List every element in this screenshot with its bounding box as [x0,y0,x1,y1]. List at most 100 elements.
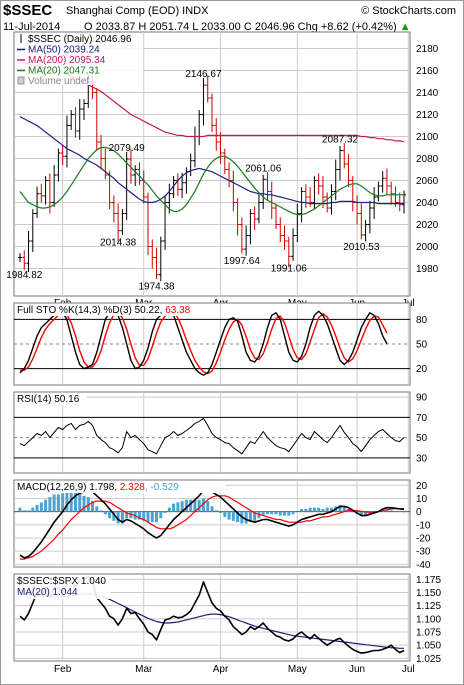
macd-histogram-bar [244,511,248,524]
macd-histogram-bar [31,507,35,512]
ratio-ytick-label: 1.025 [416,654,441,665]
macd-histogram-bar [48,497,52,512]
macd-histogram-bar [159,511,163,519]
stoch-legend-label: Full STO %K(14,3) %D(3) 50.22, 63.38 [17,305,191,316]
stoch-legend-d-value: 63.38 [165,305,190,316]
symbol-title: $SSEC [3,2,53,19]
price-ytick-label: 2020 [416,220,439,231]
macd-histogram-bar [265,511,269,515]
copyright-text: © StockCharts.com [361,5,456,17]
macd-histogram-bar [364,511,368,516]
ratio-legend-box [15,575,111,599]
macd-histogram-bar [197,499,201,512]
stoch-k-line [19,310,388,376]
price-ytick-label: 1980 [416,264,439,275]
price-ytick-label: 2060 [416,176,439,187]
macd-histogram-bar [278,511,282,516]
price-legend-label: Volume undef [28,76,89,87]
macd-legend-part: , -0.529 [145,482,179,493]
macd-histogram-bar [120,511,124,524]
macd-histogram-bar [338,505,342,512]
macd-histogram-bar [342,506,346,512]
price-annotation-label: 2146.67 [185,69,222,80]
macd-histogram-bar [317,507,321,512]
ratio-ytick-label: 1.150 [416,588,441,599]
macd-histogram-bar [223,511,227,517]
macd-histogram-bar [231,511,235,521]
up-arrow-icon: ▲ [399,21,411,33]
macd-histogram-bar [116,511,120,524]
macd-histogram-bar [385,509,389,512]
macd-histogram-bar [125,511,129,519]
macd-histogram-bar [402,511,406,513]
price-ytick-label: 2040 [416,198,439,209]
macd-histogram-bar [103,511,107,515]
stoch-ytick-label: 20 [416,364,428,375]
price-ytick-label: 2000 [416,242,439,253]
price-annotation-label: 1991.06 [271,263,308,274]
ratio-ytick-label: 1.050 [416,641,441,652]
macd-histogram-bar [82,495,86,512]
macd-histogram-bar [283,511,287,516]
macd-histogram-bar [201,498,205,512]
ohlc-values: O 2033.87 H 2051.74 L 2033.00 C 2046.96 … [84,21,397,33]
macd-histogram-bar [189,499,193,512]
rsi-legend-box [15,393,87,405]
macd-histogram-bar [91,501,95,512]
macd-ytick-label: -20 [416,534,431,545]
macd-histogram-bar [304,509,308,512]
macd-histogram-bar [163,511,167,513]
macd-histogram-bar [261,511,265,516]
macd-ytick-label: -30 [416,547,431,558]
price-ytick-label: 2080 [416,154,439,165]
macd-histogram-bar [27,510,31,512]
macd-histogram-bar [321,509,325,512]
macd-histogram-bar [56,494,60,512]
macd-histogram-bar [167,507,171,512]
macd-histogram-bar [69,491,73,512]
rsi-ytick-label: 30 [416,453,428,464]
price-legend-label: MA(200) 2095.34 [28,55,106,66]
macd-histogram-bar [389,510,393,512]
macd-histogram-bar [18,507,22,512]
macd-histogram-bar [274,511,278,515]
macd-histogram-bar [184,499,188,512]
price-annotation-label: 2010.53 [343,242,380,253]
macd-histogram-bar [52,494,56,512]
macd-histogram-bar [155,511,159,523]
month-axis-label-bottom: Feb [54,664,72,675]
macd-histogram-bar [176,502,180,512]
ratio-ma-legend-label: MA(20) 1.044 [17,587,78,598]
price-legend-box [15,33,143,85]
macd-histogram-bar [61,493,65,512]
macd-ytick-label: 20 [416,481,428,492]
macd-histogram-bar [253,511,257,521]
ratio-ytick-label: 1.125 [416,601,441,612]
macd-histogram-bar [359,511,363,516]
macd-histogram-bar [300,509,304,512]
macd-legend-label: MACD(12,26,9) 1.798, 2.328, -0.529 [17,482,179,493]
rsi-ytick-label: 70 [416,413,428,424]
macd-histogram-bar [78,493,82,512]
macd-histogram-bar [236,511,240,523]
price-legend-label: $SSEC (Daily) 2046.96 [28,34,132,45]
macd-histogram-bar [22,510,26,512]
rsi-line [19,417,405,455]
price-annotation-label: 2087.32 [322,134,359,145]
ratio-ytick-label: 1.100 [416,614,441,625]
macd-histogram-bar [35,505,39,512]
rsi-ytick-label: 50 [416,433,428,444]
macd-histogram-bar [39,502,43,512]
macd-histogram-bar [325,507,329,512]
macd-histogram-bar [329,507,333,512]
macd-histogram-bar [73,491,77,512]
stoch-d-line [20,312,388,375]
price-ytick-label: 2120 [416,110,439,121]
symbol-name: Shanghai Comp (EOD) INDX [66,5,209,17]
macd-legend-box [15,481,225,493]
macd-histogram-bar [219,511,223,513]
macd-histogram-bar [291,511,295,515]
volume-bar-icon [17,76,25,85]
macd-histogram-bar [214,510,218,512]
